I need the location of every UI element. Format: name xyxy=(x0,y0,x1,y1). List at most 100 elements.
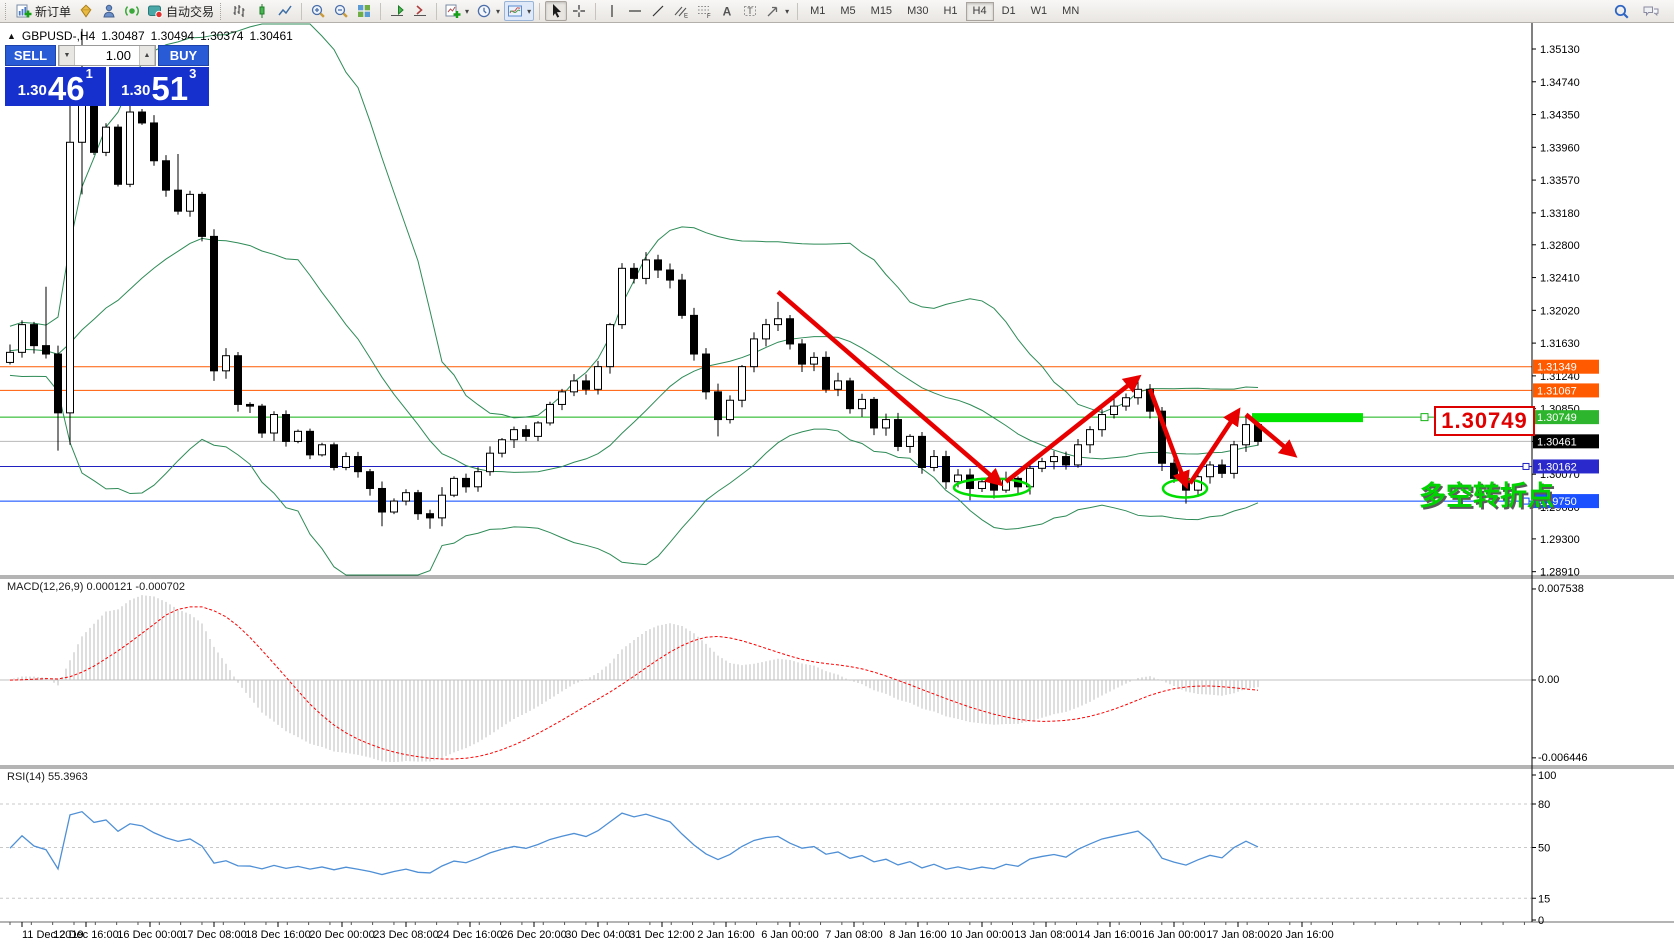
sell-button[interactable]: SELL xyxy=(5,45,56,66)
equidistant-channel-tool-button[interactable]: E xyxy=(670,1,692,21)
timeframe-h1-button[interactable]: H1 xyxy=(936,2,964,21)
crosshair-tool-button[interactable] xyxy=(568,1,590,21)
chat-bubbles-icon xyxy=(1643,6,1659,17)
sell-price-panel[interactable]: 1.30 46 1 xyxy=(5,67,106,106)
svg-text:1.31240: 1.31240 xyxy=(1540,371,1580,383)
zoom-out-button[interactable] xyxy=(330,1,352,21)
trend-arrow-annotation[interactable] xyxy=(776,290,1004,487)
line-handle[interactable] xyxy=(1420,413,1429,422)
timeframe-w1-button[interactable]: W1 xyxy=(1024,2,1055,21)
horizontal-line-icon xyxy=(629,10,642,12)
chart-shift-button[interactable] xyxy=(386,1,408,21)
buy-button[interactable]: BUY xyxy=(158,45,209,66)
text-tool-button[interactable]: A xyxy=(716,1,738,21)
toolbar-grip[interactable] xyxy=(5,2,9,20)
svg-text:A: A xyxy=(723,5,732,19)
svg-text:F: F xyxy=(707,14,711,19)
dropdown-caret-icon: ▾ xyxy=(527,6,532,16)
volume-input[interactable] xyxy=(75,46,139,65)
search-button[interactable] xyxy=(1610,1,1633,21)
timeframe-mn-button[interactable]: MN xyxy=(1055,2,1086,21)
periods-button[interactable]: ▾ xyxy=(473,1,503,21)
horizontal-line-tool-button[interactable] xyxy=(624,1,646,21)
timeframe-m1-button[interactable]: M1 xyxy=(803,2,832,21)
svg-text:1.32020: 1.32020 xyxy=(1540,305,1580,317)
vertical-line-tool-button[interactable] xyxy=(601,1,623,21)
timeframe-m30-button[interactable]: M30 xyxy=(900,2,935,21)
price-axis[interactable]: 1.35130 1.34740 1.34350 1.33960 1.33570 1.331… xyxy=(1532,44,1580,579)
vertical-line-icon xyxy=(611,5,613,17)
svg-text:-0.006446: -0.006446 xyxy=(1538,752,1588,764)
zoom-in-button[interactable] xyxy=(307,1,329,21)
bar-high-value: 1.30494 xyxy=(150,29,195,43)
svg-text:31 Dec 12:00: 31 Dec 12:00 xyxy=(629,929,694,941)
volume-increase-button[interactable]: ▲ xyxy=(139,46,155,65)
turning-point-annotation-text[interactable]: 多空转折点 xyxy=(1419,481,1554,511)
data-window-button[interactable] xyxy=(98,1,120,21)
price-line-badge: 1.30162 xyxy=(1522,459,1599,474)
volume-decrease-button[interactable]: ▼ xyxy=(59,46,75,65)
trend-arrow-annotation[interactable] xyxy=(1188,407,1241,485)
auto-scroll-button[interactable] xyxy=(409,1,431,21)
buy-price-panel[interactable]: 1.30 51 3 xyxy=(108,67,209,106)
fibonacci-tool-button[interactable]: F xyxy=(693,1,715,21)
svg-text:13 Jan 08:00: 13 Jan 08:00 xyxy=(1014,929,1078,941)
svg-text:50: 50 xyxy=(1538,843,1550,855)
text-label-tool-button[interactable]: T xyxy=(739,1,761,21)
trend-arrow-annotation[interactable] xyxy=(1147,388,1190,490)
timeframe-m5-button[interactable]: M5 xyxy=(833,2,862,21)
svg-text:30 Dec 04:00: 30 Dec 04:00 xyxy=(565,929,630,941)
svg-text:1.33180: 1.33180 xyxy=(1540,208,1580,220)
panel-frame xyxy=(0,23,1674,923)
trend-arrow-annotation[interactable] xyxy=(1004,374,1142,484)
svg-text:11 Dec 2019: 11 Dec 2019 xyxy=(22,929,84,941)
new-order-button[interactable]: 新订单 xyxy=(13,1,74,21)
svg-text:E: E xyxy=(684,14,688,20)
svg-text:12 Dec 16:00: 12 Dec 16:00 xyxy=(53,929,118,941)
one-click-trading-panel: SELL ▼ ▲ BUY 1.30 46 1 1.30 51 3 xyxy=(5,45,209,106)
svg-text:T: T xyxy=(747,6,753,16)
community-chat-button[interactable] xyxy=(1639,1,1663,21)
rsi-indicator-label: RSI(14) 55.3963 xyxy=(7,771,88,783)
svg-text:20 Jan 16:00: 20 Jan 16:00 xyxy=(1270,929,1334,941)
timeframe-d1-button[interactable]: D1 xyxy=(995,2,1023,21)
svg-text:24 Dec 16:00: 24 Dec 16:00 xyxy=(437,929,502,941)
volume-stepper: ▼ ▲ xyxy=(58,45,156,66)
line-chart-button[interactable] xyxy=(274,1,296,21)
bar-close-value: 1.30461 xyxy=(249,29,293,43)
svg-text:16 Jan 00:00: 16 Jan 00:00 xyxy=(1142,929,1206,941)
crosshair-icon xyxy=(573,5,586,17)
svg-text:26 Dec 20:00: 26 Dec 20:00 xyxy=(501,929,566,941)
svg-text:14 Jan 16:00: 14 Jan 16:00 xyxy=(1078,929,1142,941)
bar-chart-button[interactable] xyxy=(228,1,250,21)
timeframe-m15-button[interactable]: M15 xyxy=(864,2,899,21)
arrows-tool-button[interactable]: ▾ xyxy=(762,1,792,21)
toolbar-grip[interactable] xyxy=(220,2,224,20)
svg-text:1.35130: 1.35130 xyxy=(1540,44,1580,56)
line-chart-icon xyxy=(278,5,292,16)
horizontal-line-objects[interactable] xyxy=(0,366,1532,502)
trend-arrow-annotation[interactable] xyxy=(1244,412,1298,458)
timeframe-h4-button[interactable]: H4 xyxy=(965,1,994,21)
highlight-bar-annotation[interactable] xyxy=(1252,413,1363,423)
new-chart-button[interactable]: ▾ xyxy=(442,1,472,21)
arrows-shapes-icon xyxy=(767,6,778,17)
svg-text:1.31630: 1.31630 xyxy=(1540,338,1580,350)
market-watch-button[interactable] xyxy=(75,1,97,21)
candlestick-chart-button[interactable] xyxy=(251,1,273,21)
tile-windows-button[interactable] xyxy=(353,1,375,21)
svg-text:16 Dec 00:00: 16 Dec 00:00 xyxy=(117,929,182,941)
search-icon xyxy=(1614,4,1629,19)
trendline-tool-button[interactable] xyxy=(647,1,669,21)
cursor-tool-button[interactable] xyxy=(545,1,568,21)
templates-button[interactable]: ▾ xyxy=(504,1,535,21)
toolbar-separator xyxy=(539,2,541,20)
autotrading-button[interactable]: 自动交易 xyxy=(144,1,217,21)
periods-clock-icon xyxy=(477,4,491,18)
price-annotation-box[interactable]: 1.30749 xyxy=(1434,406,1535,436)
navigator-button[interactable] xyxy=(121,1,143,21)
svg-text:2 Jan 16:00: 2 Jan 16:00 xyxy=(697,929,755,941)
one-click-panel-toggle[interactable]: ▲ xyxy=(7,31,16,41)
